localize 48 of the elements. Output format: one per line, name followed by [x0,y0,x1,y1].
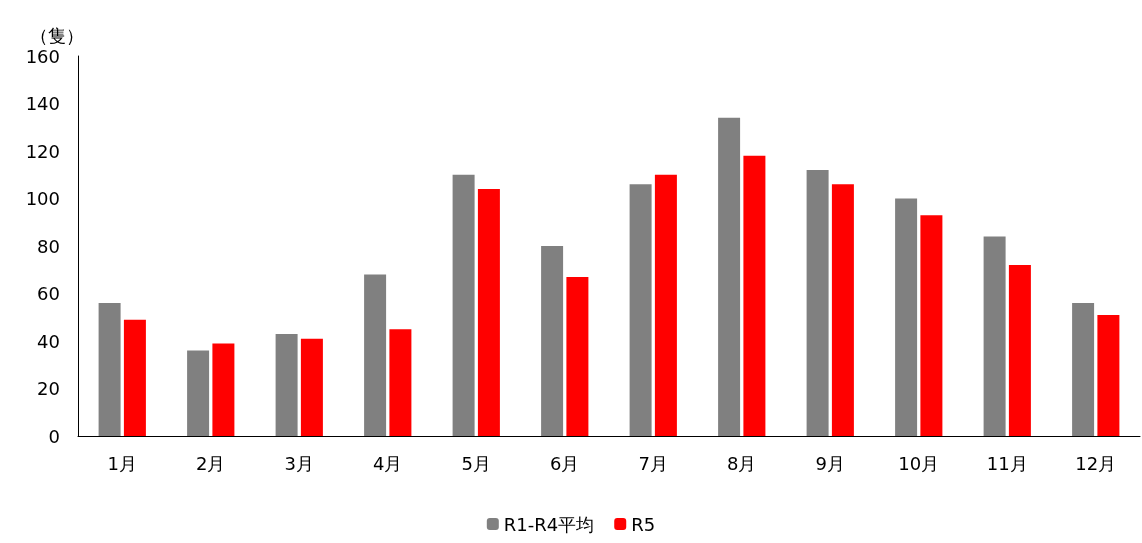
bar [123,319,146,436]
x-tick-label: 8月 [727,452,757,474]
bar [743,155,766,436]
bar [718,117,741,436]
bar [654,174,677,436]
legend-label: R1-R4平均 [503,513,595,535]
y-tick-label: 160 [25,45,60,67]
bar [389,329,412,436]
bar [187,350,210,436]
x-tick-label: 11月 [986,452,1028,474]
bar [275,333,298,436]
x-tick-label: 9月 [815,452,845,474]
y-tick-label: 120 [25,140,60,162]
y-tick-label: 60 [37,283,60,304]
bar [452,174,475,436]
bar [98,303,121,436]
y-tick-label: 40 [37,330,60,352]
bar [831,184,854,436]
x-tick-label: 1月 [107,452,137,474]
bar [566,276,589,436]
x-tick-label: 5月 [461,452,491,474]
legend-label: R5 [631,513,656,535]
bar [1072,303,1095,436]
bar [364,274,387,436]
bar [1097,314,1120,436]
bar [806,170,829,436]
bar [300,338,323,436]
y-tick-label: 0 [48,425,60,447]
bar [920,215,943,436]
x-tick-label: 12月 [1075,452,1117,474]
x-tick-label: 4月 [373,452,403,474]
y-tick-label: 100 [25,188,60,209]
bar [983,236,1006,436]
y-tick-label: 20 [37,378,60,399]
x-tick-label: 7月 [638,452,668,474]
x-tick-label: 2月 [196,452,226,474]
x-tick-label: 3月 [284,452,314,474]
y-axis-title: （隻） [30,24,84,46]
bar [212,343,235,436]
x-tick-label: 10月 [898,452,940,474]
bar [541,246,564,436]
y-tick-label: 140 [25,93,60,114]
bar [629,184,652,436]
bar [477,189,500,436]
x-tick-label: 6月 [550,452,580,474]
bar [1008,265,1031,436]
y-tick-label: 80 [37,235,60,257]
bar [895,198,918,436]
